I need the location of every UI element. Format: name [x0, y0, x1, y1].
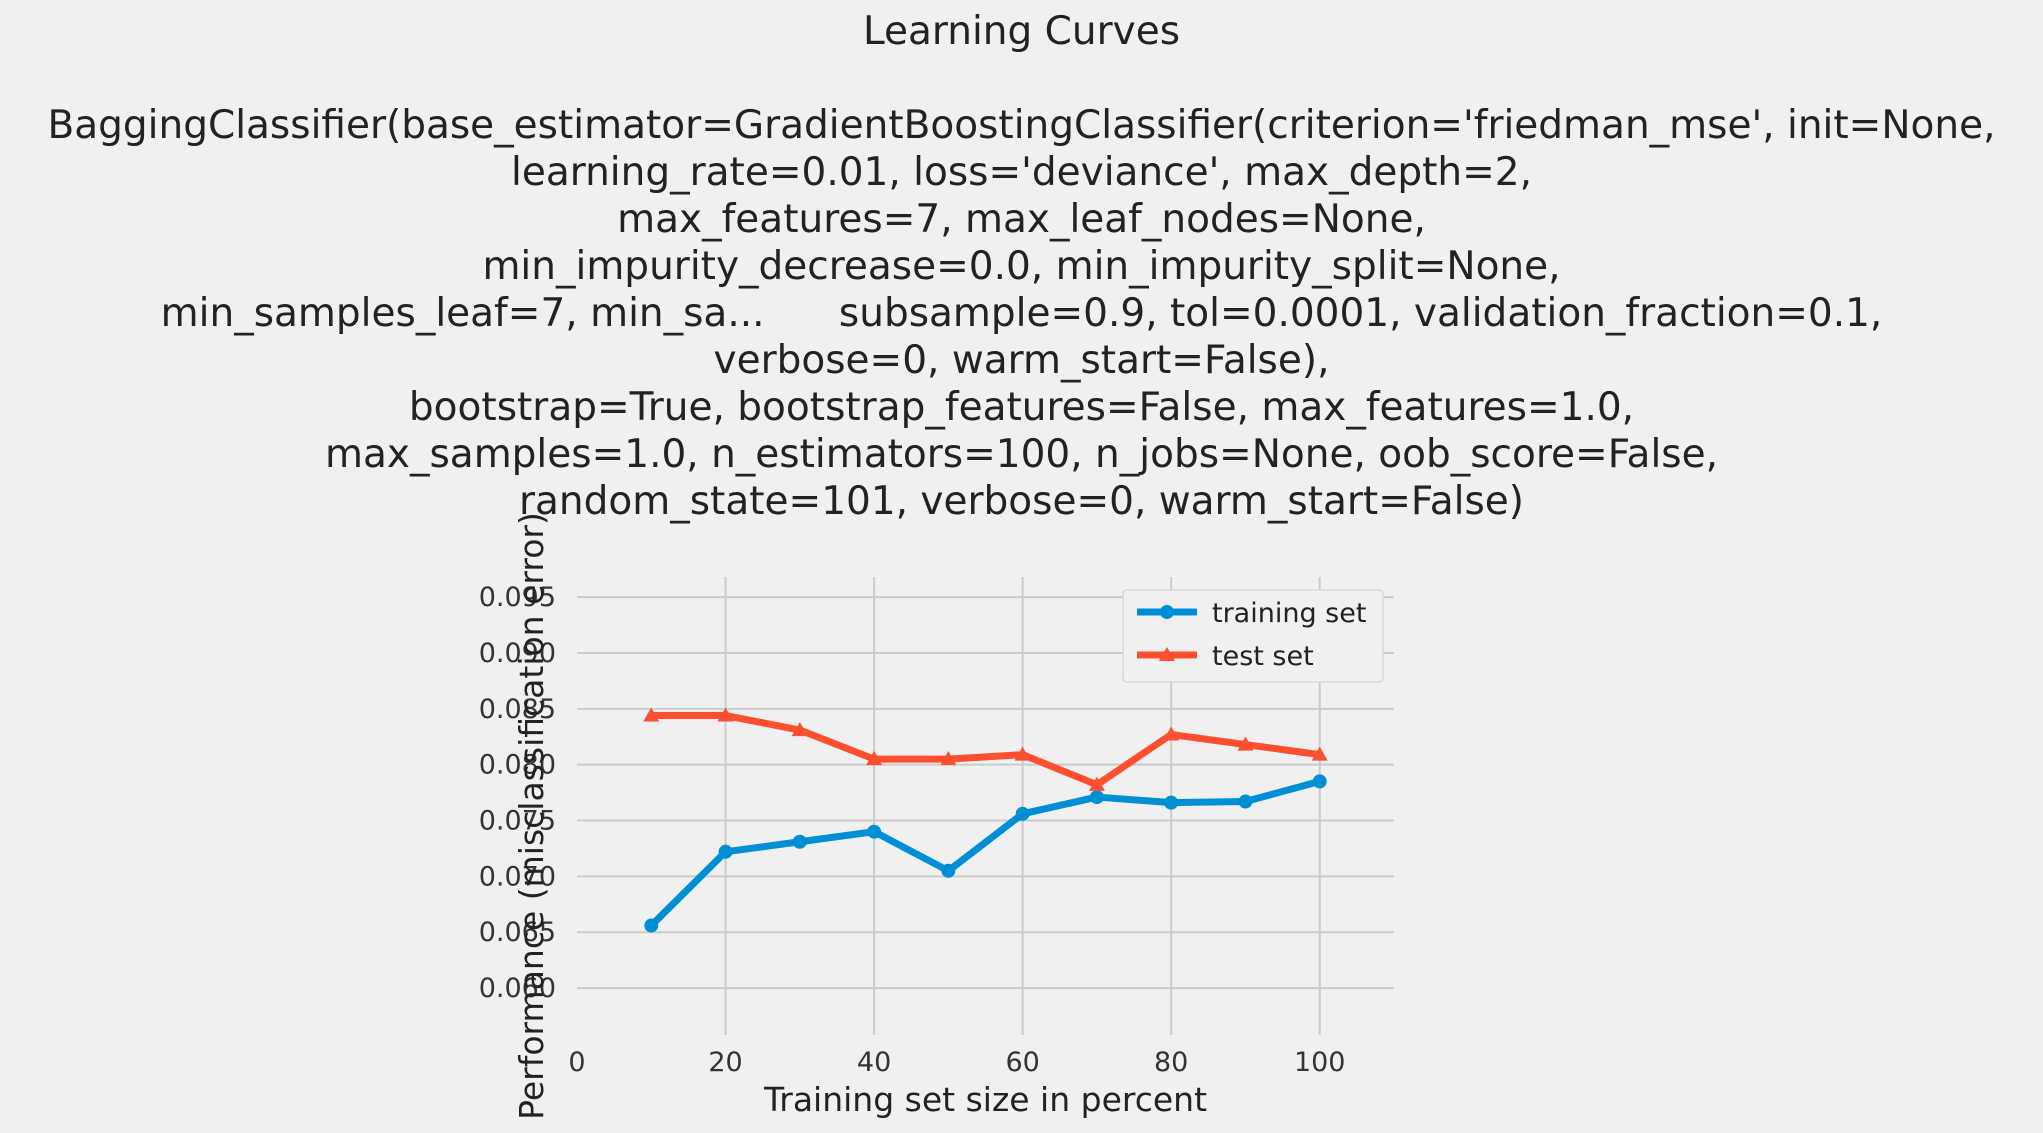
data-point — [1088, 776, 1105, 791]
subtitle-line: verbose=0, warm_start=False), — [713, 338, 1330, 383]
data-point — [1164, 795, 1179, 810]
subtitle-line: bootstrap=True, bootstrap_features=False… — [408, 385, 1635, 430]
y-tick-label: 0.065 — [479, 917, 556, 948]
x-tick-label: 20 — [708, 1047, 742, 1078]
subtitle-line: random_state=101, verbose=0, warm_start=… — [518, 479, 1525, 524]
y-tick-label: 0.070 — [479, 861, 556, 892]
data-point — [792, 834, 807, 849]
series-line — [647, 712, 1324, 789]
data-point — [717, 707, 734, 722]
y-tick-label: 0.085 — [479, 694, 556, 725]
data-point — [1160, 605, 1174, 619]
data-point — [866, 751, 883, 766]
series — [643, 707, 1328, 933]
data-point — [791, 721, 808, 737]
data-point — [718, 844, 733, 859]
legend: training set test set — [1122, 589, 1384, 683]
data-point — [940, 751, 957, 766]
x-tick-label: 80 — [1154, 1047, 1188, 1078]
data-point — [643, 707, 660, 722]
subtitle-line: min_impurity_decrease=0.0, min_impurity_… — [482, 244, 1561, 289]
chart-title: Learning Curves — [862, 9, 1181, 54]
y-tick-label: 0.075 — [479, 806, 556, 837]
data-point — [1237, 736, 1254, 751]
y-tick-label: 0.090 — [479, 638, 556, 669]
legend-label: training set — [1212, 598, 1366, 629]
subtitle-line: min_samples_leaf=7, min_sa... subsample=… — [160, 291, 1883, 336]
data-point — [867, 824, 882, 839]
y-tick-label: 0.080 — [479, 750, 556, 781]
data-point — [644, 918, 659, 933]
y-tick-label: 0.095 — [479, 582, 556, 613]
series-line — [647, 777, 1324, 930]
data-point — [1158, 646, 1176, 662]
data-point — [1163, 726, 1180, 741]
x-axis-label: Training set size in percent — [763, 1080, 1207, 1119]
x-tick-label: 100 — [1294, 1047, 1346, 1078]
data-point — [1015, 806, 1030, 821]
x-tick-label: 60 — [1005, 1047, 1039, 1078]
data-point — [1089, 790, 1104, 805]
data-point — [1311, 746, 1328, 761]
series-test-set — [643, 707, 1328, 791]
data-point — [1238, 794, 1253, 809]
legend-label: test set — [1212, 641, 1314, 672]
y-axis-label: Performance (misclassification error) — [512, 512, 551, 1120]
data-point — [1014, 746, 1031, 761]
series-training-set — [644, 774, 1327, 933]
x-tick-label: 0 — [568, 1047, 585, 1078]
data-point — [941, 863, 956, 878]
subtitle-line: max_features=7, max_leaf_nodes=None, — [617, 197, 1426, 242]
chart-subtitle: BaggingClassifier(base_estimator=Gradien… — [0, 102, 2043, 525]
x-tick-label: 40 — [857, 1047, 891, 1078]
data-point — [1312, 774, 1327, 789]
tick-labels: 0 20 40 60 80 100 0.060 0.065 0.070 0.075 0.080 0.0… — [479, 582, 1346, 1078]
subtitle-line: learning_rate=0.01, loss='deviance', max… — [511, 150, 1532, 195]
subtitle-line: BaggingClassifier(base_estimator=Gradien… — [47, 103, 1996, 148]
subtitle-line: max_samples=1.0, n_estimators=100, n_job… — [325, 432, 1718, 477]
y-tick-label: 0.060 — [479, 973, 556, 1004]
